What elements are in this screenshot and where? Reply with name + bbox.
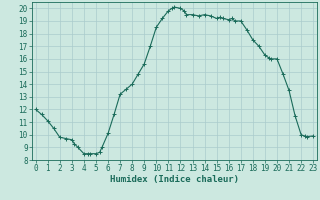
- X-axis label: Humidex (Indice chaleur): Humidex (Indice chaleur): [110, 175, 239, 184]
